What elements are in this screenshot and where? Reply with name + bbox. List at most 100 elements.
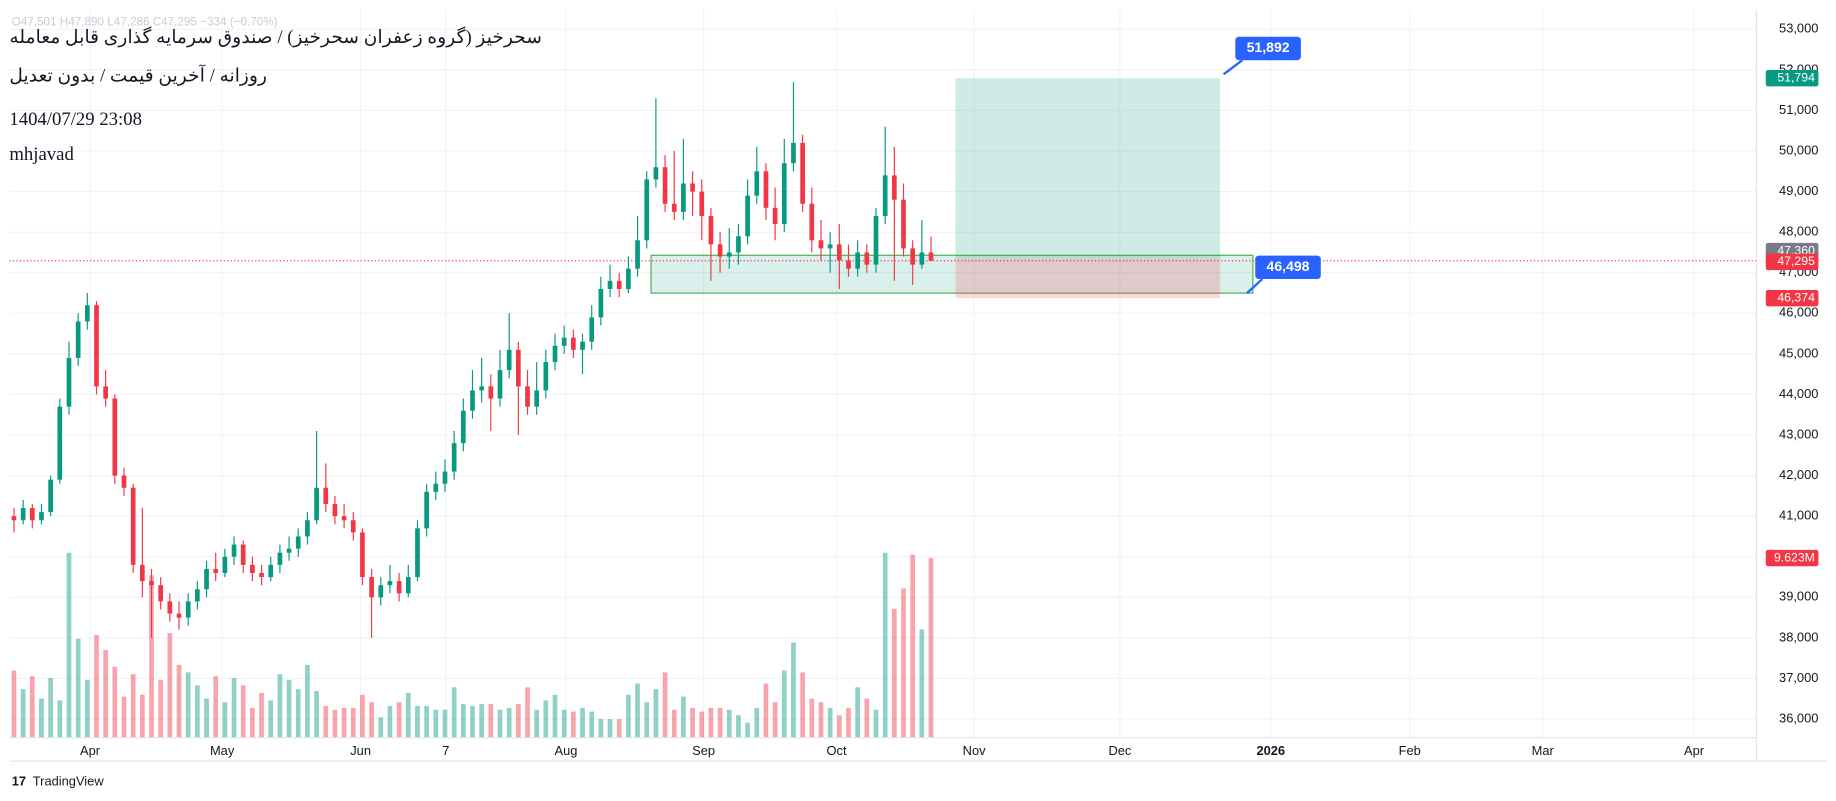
volume-bar	[75, 638, 81, 738]
volume-bar	[607, 719, 613, 738]
candle-body	[84, 305, 90, 322]
volume-bar	[305, 664, 310, 738]
x-tick-label: Oct	[827, 743, 847, 758]
candle-body	[763, 171, 769, 208]
volume-bar	[635, 683, 640, 738]
candle-body	[158, 585, 164, 602]
candle-body	[39, 512, 44, 521]
candle-body	[626, 268, 631, 289]
volume-bar	[818, 702, 824, 738]
x-tick-label: Nov	[963, 743, 986, 758]
volume-bar	[213, 676, 219, 738]
watermark[interactable]: TradingView	[33, 774, 105, 789]
y-tick-label: 39,000	[1779, 589, 1818, 604]
volume-bar	[690, 707, 695, 738]
volume-bar	[882, 552, 888, 738]
candle-body	[240, 544, 246, 565]
x-tick-label: Jun	[350, 743, 371, 758]
candle-body	[827, 244, 833, 249]
volume-bar	[754, 707, 760, 738]
volume-bar	[387, 705, 393, 738]
candle-body	[580, 341, 585, 350]
price-badge	[1765, 289, 1819, 307]
position-loss	[955, 258, 1221, 299]
datetime: 1404/07/29 23:08	[9, 109, 142, 130]
candle-body	[515, 349, 521, 387]
volume-bar	[571, 711, 576, 738]
volume-bar	[864, 698, 870, 738]
volume-bar	[323, 705, 329, 738]
volume-bar	[295, 689, 301, 738]
axes: 36,00037,00038,00039,00040,00041,00042,0…	[80, 21, 1819, 758]
x-tick-label: Feb	[1399, 743, 1421, 758]
volume-bar	[204, 698, 209, 738]
candle-body	[415, 528, 420, 578]
candle-body	[717, 244, 723, 257]
y-tick-label: 46,000	[1779, 305, 1818, 320]
candle-body	[681, 183, 686, 212]
candle-body	[277, 552, 283, 565]
volume-bar	[442, 709, 448, 738]
candle-body	[305, 520, 310, 537]
volume-bar	[616, 719, 622, 738]
zone-box	[650, 254, 1254, 294]
volume-bar	[791, 642, 796, 738]
y-tick-label: 41,000	[1779, 508, 1818, 523]
candle-body	[534, 390, 540, 407]
candle-body	[195, 589, 200, 602]
candle-body	[204, 568, 209, 590]
price-badge	[1765, 549, 1819, 567]
candle-body	[231, 544, 237, 557]
candle-body	[130, 487, 136, 565]
volume-bar	[470, 705, 475, 738]
volume-bar	[11, 670, 17, 738]
candle-body	[589, 317, 595, 342]
logo-mark: 17	[12, 774, 26, 789]
volume-bar	[176, 664, 182, 738]
volume-bar	[671, 709, 677, 738]
candle-body	[213, 568, 219, 573]
volume-bar	[717, 707, 723, 738]
volume-bar	[130, 674, 136, 738]
volume-bar	[598, 719, 604, 738]
candle-body	[176, 613, 182, 618]
candle-body	[571, 337, 576, 350]
volume-bar	[772, 702, 778, 738]
author: mhjavad	[9, 144, 74, 165]
candle-body	[736, 236, 741, 253]
volume-bar	[681, 696, 686, 738]
volume-bar	[121, 696, 127, 738]
candle-body	[708, 215, 714, 245]
volume-bar	[836, 715, 842, 738]
y-tick-label: 49,000	[1779, 183, 1818, 198]
volume-bar	[910, 554, 916, 738]
candle-body	[873, 215, 879, 265]
candle-body	[460, 410, 466, 444]
volume-bar	[534, 709, 540, 738]
candle-body	[140, 564, 145, 582]
candle-body	[66, 357, 72, 407]
volume-bar	[745, 722, 750, 738]
callout-pointer	[1246, 278, 1264, 294]
candle-body	[48, 479, 53, 513]
volume-bar	[589, 711, 595, 738]
candle-body	[341, 516, 347, 521]
x-tick-label: Aug	[555, 743, 578, 758]
candle-body	[598, 288, 604, 318]
candle-body	[635, 240, 640, 269]
candle-body	[222, 556, 228, 573]
volume-bar	[726, 709, 732, 738]
x-tick-label: May	[210, 743, 235, 758]
position-profit	[955, 78, 1221, 259]
candle-body	[387, 581, 393, 586]
volume-bar	[48, 677, 53, 738]
volume-bar	[112, 666, 118, 738]
candle-body	[29, 508, 35, 521]
volume-bar	[94, 635, 99, 738]
y-tick-label: 43,000	[1779, 426, 1818, 441]
y-tick-label: 37,000	[1779, 670, 1818, 685]
candle-body	[57, 406, 63, 480]
volume-bar	[515, 704, 521, 738]
volume-bar	[901, 588, 906, 738]
volume-bar	[222, 702, 228, 738]
